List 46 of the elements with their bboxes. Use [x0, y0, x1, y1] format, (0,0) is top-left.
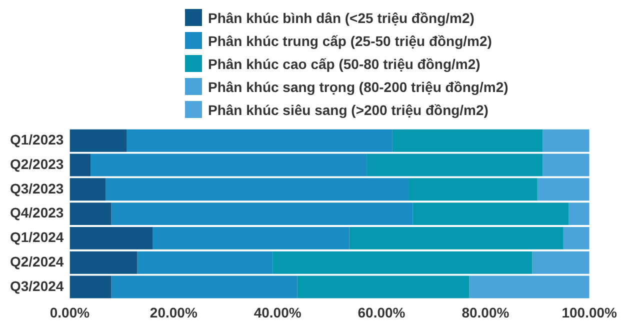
bar	[297, 276, 470, 298]
y-tick-label: Q4/2023	[10, 204, 64, 221]
bar	[408, 178, 538, 201]
y-tick-label: Q1/2024	[10, 229, 64, 246]
bar	[563, 226, 590, 250]
bar	[70, 202, 112, 226]
bar	[70, 276, 112, 298]
bar	[537, 178, 590, 201]
legend-label: Phân khúc cao cấp (50-80 triệu đồng/m2)	[208, 56, 480, 72]
bar	[366, 154, 543, 176]
y-tick-label: Q1/2023	[10, 131, 64, 148]
bar	[272, 251, 532, 274]
x-tick-label: 100.00%	[562, 304, 618, 320]
bar	[111, 276, 298, 298]
bar	[111, 202, 413, 226]
bar	[70, 251, 138, 274]
legend-label: Phân khúc sang trọng (80-200 triệu đồng/m2)	[208, 78, 508, 94]
legend-label: Phân khúc bình dân (<25 triệu đồng/m2)	[208, 10, 474, 26]
y-tick-label: Q3/2024	[10, 278, 64, 294]
x-tick-label: 0.00%	[50, 304, 90, 320]
x-tick-label: 60.00%	[358, 304, 406, 320]
x-tick-label: 40.00%	[254, 304, 302, 320]
bar	[568, 202, 590, 226]
bar	[412, 202, 569, 226]
bar	[137, 251, 273, 274]
bar	[126, 129, 392, 152]
bar	[469, 276, 590, 298]
bar	[70, 226, 153, 250]
bar	[90, 154, 367, 176]
y-tick-label: Q2/2023	[10, 156, 64, 172]
y-tick-label: Q2/2024	[10, 253, 64, 270]
bar	[542, 154, 590, 176]
legend-label: Phân khúc trung cấp (25-50 triệu đồng/m2)	[208, 32, 492, 48]
legend-label: Phân khúc siêu sang (>200 triệu đồng/m2)	[208, 102, 488, 118]
bar	[349, 226, 564, 250]
bar	[70, 178, 106, 201]
bar	[152, 226, 350, 250]
bar	[542, 129, 590, 152]
bar	[392, 129, 543, 152]
bar	[532, 251, 590, 274]
y-tick-label: Q3/2023	[10, 180, 64, 196]
x-tick-label: 80.00%	[462, 304, 510, 320]
bar	[106, 178, 409, 201]
bar	[70, 154, 90, 176]
x-tick-label: 20.00%	[150, 304, 198, 320]
bar	[70, 129, 127, 152]
